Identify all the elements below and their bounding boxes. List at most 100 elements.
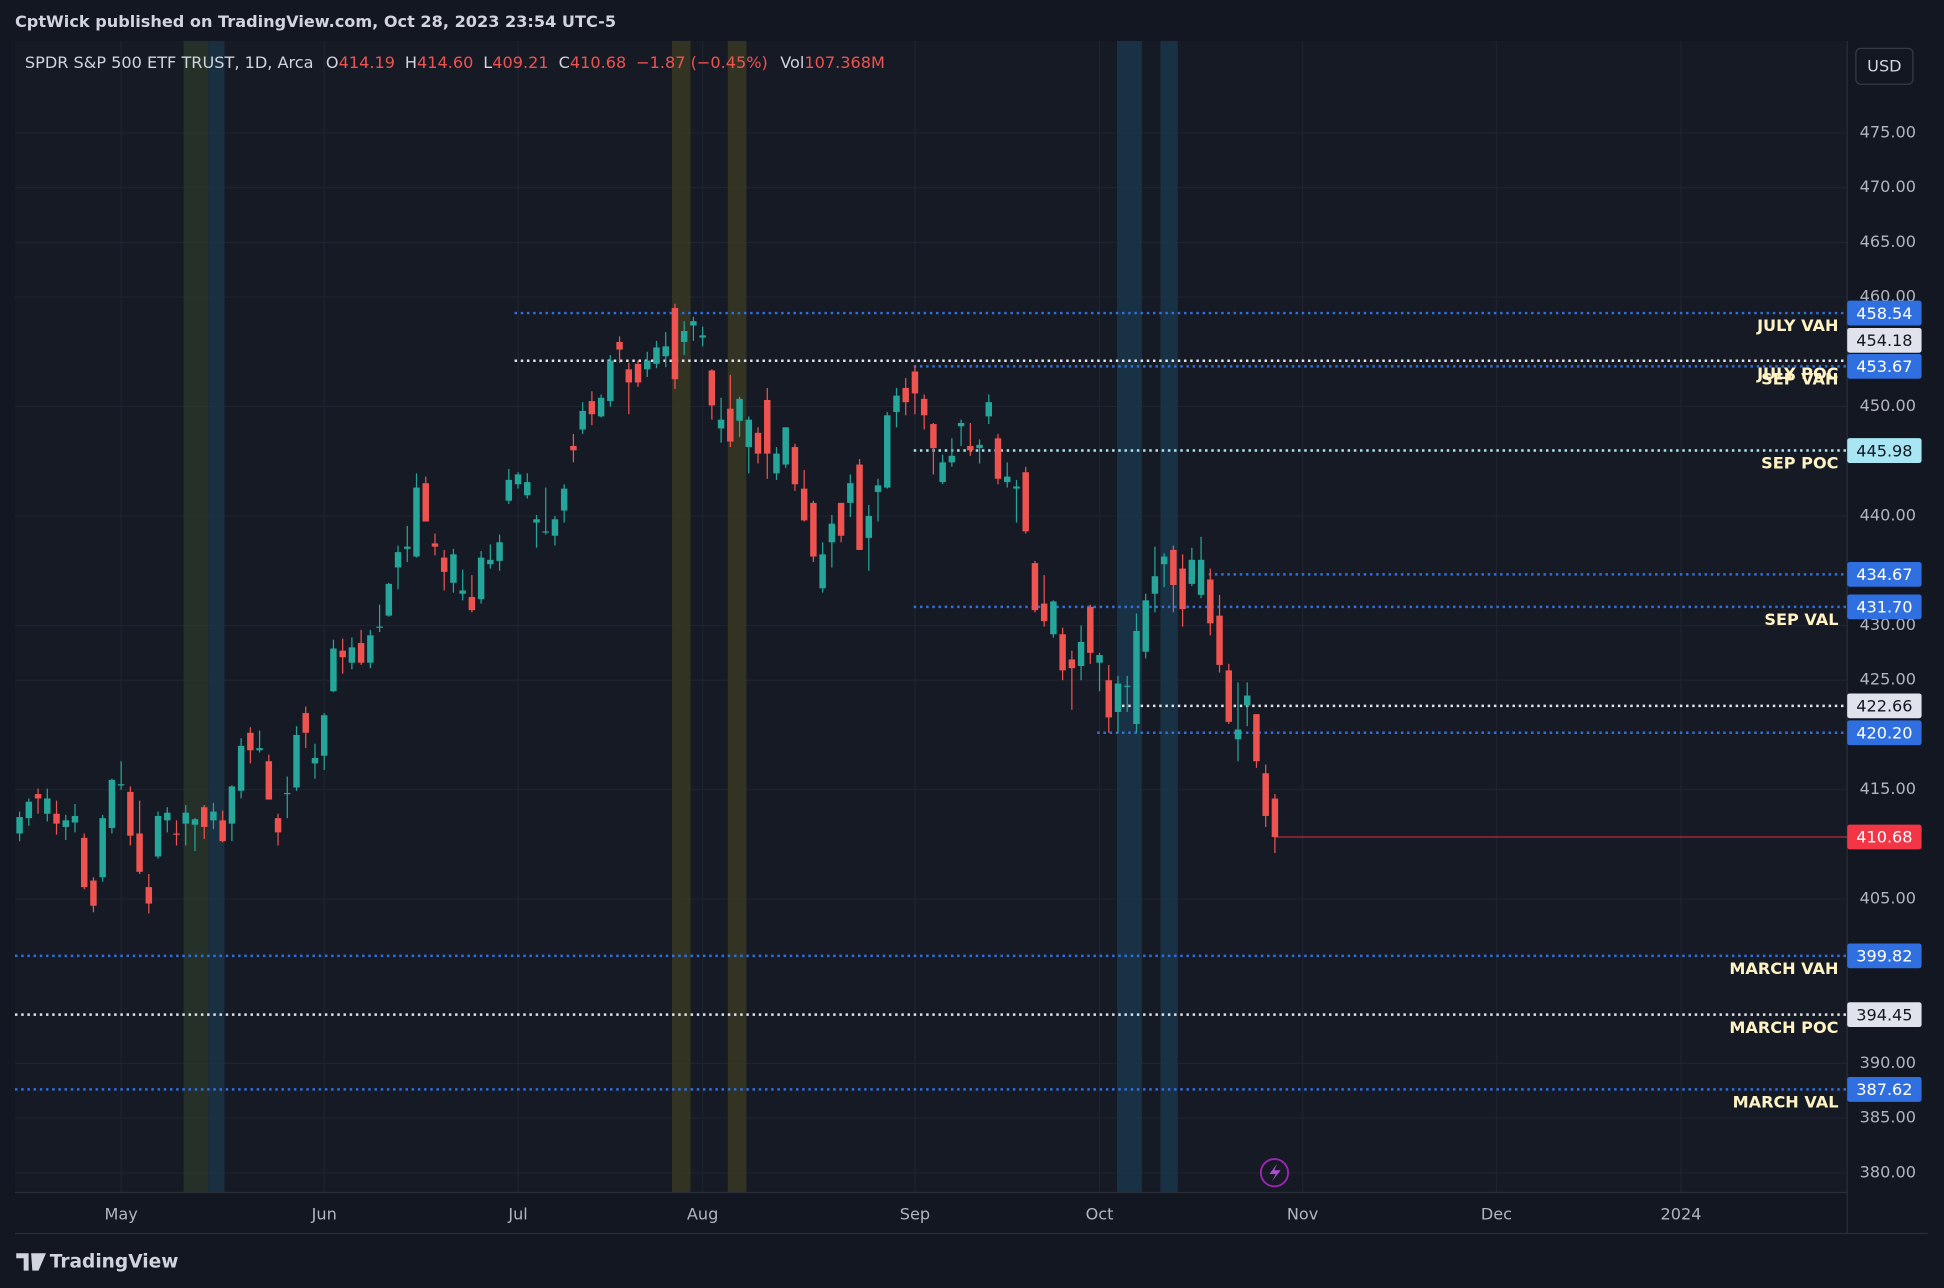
candle-body <box>634 363 642 383</box>
candle-body <box>200 807 208 827</box>
candle-body <box>671 308 679 380</box>
level-price-box <box>1847 943 1922 969</box>
candle-body <box>108 779 116 829</box>
legend-key: H <box>405 53 417 72</box>
legend-key: C <box>559 53 570 72</box>
candle-body <box>736 398 743 421</box>
brand: TradingView <box>50 1251 179 1272</box>
legend-volume-key: Vol <box>780 53 804 72</box>
band <box>727 40 747 1193</box>
candle-body <box>1022 472 1029 532</box>
candle-body <box>284 792 291 795</box>
candle-body <box>662 346 669 357</box>
legend-key: O <box>326 53 339 72</box>
level-price-box <box>1847 594 1922 620</box>
level-price-label: 399.82 <box>1856 947 1912 966</box>
candle-body <box>1243 695 1251 706</box>
legend-change: −1.87 (−0.45%) <box>636 53 768 72</box>
candle-body <box>154 815 162 857</box>
candle-body <box>1160 556 1168 565</box>
candle-body <box>1096 655 1103 663</box>
level-price-box <box>1847 693 1922 719</box>
candle-body <box>385 583 393 616</box>
candle-body <box>1040 603 1048 622</box>
level-price-label: 454.18 <box>1856 331 1912 350</box>
candle-body <box>856 464 863 550</box>
level-price-box <box>1847 327 1922 353</box>
candle-body <box>145 887 153 904</box>
candle-body <box>708 370 716 406</box>
candle-body <box>459 590 466 594</box>
candle-body <box>173 833 180 835</box>
candle-body <box>80 837 88 888</box>
level-price-label: 394.45 <box>1856 1005 1912 1024</box>
level-price-box <box>1847 561 1922 587</box>
candle-body <box>1253 714 1260 762</box>
candle-body <box>819 554 826 589</box>
candle-body <box>930 424 937 449</box>
candle-body <box>367 635 374 663</box>
candle-body <box>274 818 282 833</box>
y-tick-label: 470.00 <box>1860 177 1916 196</box>
candle-body <box>1234 729 1242 740</box>
legend-symbol: SPDR S&P 500 ETF TRUST, 1D, Arca <box>25 53 314 72</box>
candle-body <box>542 531 549 533</box>
y-tick-label: 440.00 <box>1860 506 1916 525</box>
symbol-legend: SPDR S&P 500 ETF TRUST, 1D, Arca O414.19 H… <box>25 53 885 72</box>
candle-body <box>653 347 660 364</box>
candle-body <box>228 786 236 824</box>
candle-body <box>893 395 900 413</box>
level-note: SEP VAL <box>1764 610 1838 629</box>
x-tick-label: Dec <box>1481 1204 1512 1223</box>
candle-body <box>884 415 891 488</box>
candle-body <box>1262 773 1269 816</box>
legend-value: 414.60 <box>417 53 473 72</box>
y-tick-label: 405.00 <box>1860 889 1916 908</box>
candle-body <box>422 483 429 522</box>
publish-header: CptWick published on TradingView.com, Oc… <box>15 12 616 31</box>
candle-body <box>1170 549 1177 585</box>
candle-body <box>1013 486 1020 489</box>
candle-body <box>25 801 33 819</box>
x-tick-label: Nov <box>1287 1204 1319 1223</box>
candle-body <box>237 745 245 791</box>
candle-body <box>404 546 411 549</box>
candle-body <box>597 397 605 417</box>
candle-body <box>117 784 125 786</box>
level-price-label: 420.20 <box>1856 724 1912 743</box>
candle-body <box>247 732 254 751</box>
candle-body <box>939 462 946 483</box>
currency-button[interactable] <box>1855 47 1914 85</box>
candle-body <box>1179 568 1186 610</box>
candle-body <box>53 813 60 824</box>
y-tick-label: 450.00 <box>1860 396 1916 415</box>
candle-body <box>496 542 503 561</box>
candle-body <box>1207 579 1214 624</box>
currency[interactable]: USD <box>1867 56 1901 75</box>
events-bolt <box>1269 1164 1281 1182</box>
candle-body <box>837 502 845 536</box>
candle-body <box>745 419 753 448</box>
candle-body <box>431 543 439 547</box>
level-note: JULY POC <box>1756 364 1838 383</box>
x-tick-label: Aug <box>687 1204 718 1223</box>
candle-body <box>440 557 448 572</box>
level-price-label: 387.62 <box>1856 1080 1912 1099</box>
band <box>208 40 225 1193</box>
candle-body <box>985 402 993 417</box>
brand-logo <box>16 1253 46 1271</box>
candle-body <box>782 427 789 465</box>
candle-body <box>210 811 217 821</box>
candle-body <box>791 447 799 485</box>
candle-body <box>911 371 919 394</box>
candle-body <box>450 554 457 583</box>
candle-body <box>1105 680 1113 718</box>
candle-body <box>1068 659 1076 669</box>
candle-body <box>330 648 337 692</box>
candle-body <box>1059 634 1066 671</box>
level-price-label: 445.98 <box>1856 441 1912 460</box>
candle-body <box>754 432 762 454</box>
events-icon[interactable] <box>1259 1158 1290 1188</box>
candle-body <box>357 643 365 663</box>
x-tick-label: Jun <box>311 1204 337 1223</box>
